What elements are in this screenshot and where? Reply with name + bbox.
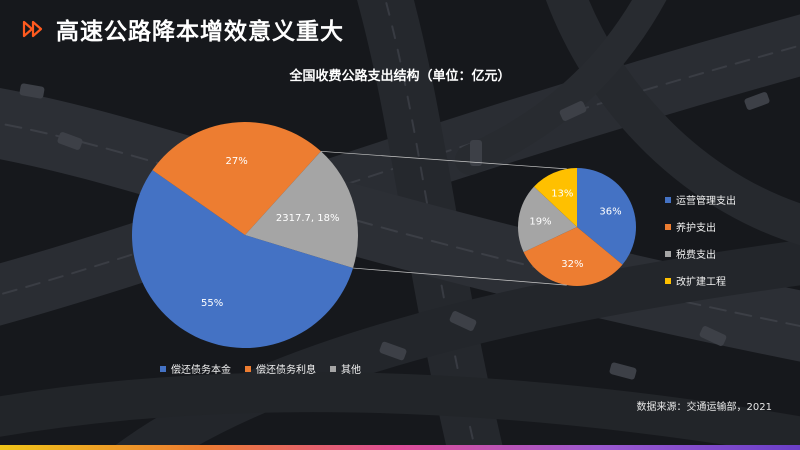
legend-item-principal: 偿还债务本金 <box>160 361 231 376</box>
legend-item-expansion: 改扩建工程 <box>665 267 736 294</box>
header: 高速公路降本增效意义重大 <box>22 12 344 46</box>
legend-item-maintenance: 养护支出 <box>665 213 736 240</box>
page-title: 高速公路降本增效意义重大 <box>56 19 344 45</box>
legend-detail: 运营管理支出 养护支出 税费支出 改扩建工程 <box>665 186 736 294</box>
connector-line <box>320 150 567 170</box>
legend-swatch <box>665 277 671 284</box>
detail-pie-data-label: 19% <box>529 217 551 228</box>
main-pie-data-label: 27% <box>226 156 248 167</box>
detail-pie-slice <box>518 186 577 253</box>
legend-label: 养护支出 <box>676 223 716 234</box>
legend-label: 偿还债务本金 <box>171 365 231 376</box>
bottom-gradient-bar <box>0 445 800 450</box>
legend-swatch <box>665 223 671 230</box>
legend-swatch <box>245 365 251 372</box>
connector-line <box>353 267 567 286</box>
main-pie-slice <box>245 151 358 269</box>
double-chevron-right-icon <box>22 20 43 38</box>
legend-item-taxes: 税费支出 <box>665 240 736 267</box>
legend-swatch <box>160 365 166 372</box>
legend-label: 其他 <box>341 365 361 376</box>
data-source-note: 数据来源：交通运输部，2021 <box>636 402 772 413</box>
chart-title: 全国收费公路支出结构（单位：亿元） <box>289 69 511 84</box>
detail-pie-data-label: 32% <box>561 259 583 270</box>
legend-main: 偿还债务本金 偿还债务利息 其他 <box>160 361 361 376</box>
legend-swatch <box>665 196 671 203</box>
legend-label: 税费支出 <box>676 250 716 261</box>
legend-label: 偿还债务利息 <box>256 365 316 376</box>
main-pie-data-label: 2317.7, 18% <box>276 213 340 224</box>
legend-label: 改扩建工程 <box>676 277 726 288</box>
legend-swatch <box>665 250 671 257</box>
main-pie-data-label: 55% <box>201 298 223 309</box>
detail-pie-slice <box>577 168 636 265</box>
detail-pie-slice <box>523 227 623 286</box>
legend-item-interest: 偿还债务利息 <box>245 361 316 376</box>
main-pie-slice <box>131 170 354 349</box>
detail-pie-data-label: 13% <box>551 189 573 200</box>
legend-item-other: 其他 <box>330 361 361 376</box>
legend-swatch <box>330 365 336 372</box>
legend-item-operations: 运营管理支出 <box>665 186 736 213</box>
detail-pie-slice <box>533 168 577 227</box>
main-pie-slice <box>152 122 321 235</box>
legend-label: 运营管理支出 <box>676 196 736 207</box>
detail-pie-data-label: 36% <box>599 207 621 218</box>
